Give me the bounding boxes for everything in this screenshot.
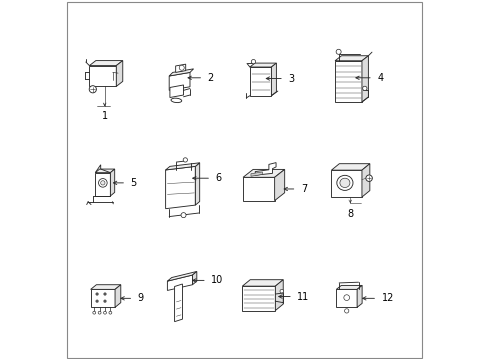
Circle shape (181, 213, 185, 218)
Polygon shape (271, 63, 276, 96)
Circle shape (179, 65, 184, 70)
Circle shape (344, 309, 348, 313)
Polygon shape (169, 69, 193, 76)
Polygon shape (167, 275, 192, 291)
Circle shape (99, 179, 107, 187)
Polygon shape (336, 285, 362, 289)
Polygon shape (242, 286, 275, 311)
Polygon shape (89, 66, 116, 86)
Polygon shape (250, 172, 262, 176)
Polygon shape (110, 169, 115, 196)
Circle shape (280, 289, 283, 293)
Polygon shape (361, 56, 367, 102)
Circle shape (183, 158, 187, 162)
Text: 12: 12 (381, 293, 393, 303)
Circle shape (93, 311, 96, 314)
Ellipse shape (336, 175, 352, 190)
Ellipse shape (171, 98, 182, 103)
Text: 1: 1 (102, 111, 107, 121)
Polygon shape (274, 170, 284, 201)
Polygon shape (361, 164, 369, 197)
Polygon shape (249, 63, 276, 67)
Polygon shape (175, 64, 185, 72)
Polygon shape (165, 163, 199, 170)
Polygon shape (243, 170, 284, 177)
Polygon shape (356, 285, 362, 307)
Circle shape (251, 59, 255, 64)
Polygon shape (336, 289, 356, 307)
Text: 11: 11 (297, 292, 309, 302)
Text: 6: 6 (215, 173, 221, 183)
Text: 3: 3 (287, 73, 294, 84)
Polygon shape (169, 85, 183, 98)
Polygon shape (275, 280, 283, 311)
Polygon shape (95, 173, 110, 196)
Circle shape (103, 311, 106, 314)
Circle shape (365, 175, 371, 181)
Polygon shape (167, 271, 196, 281)
Polygon shape (243, 177, 274, 201)
Text: 8: 8 (346, 209, 353, 219)
Text: 4: 4 (376, 73, 383, 83)
Circle shape (96, 300, 99, 303)
Text: 9: 9 (137, 293, 143, 303)
Ellipse shape (339, 178, 349, 188)
Circle shape (96, 293, 99, 296)
Circle shape (101, 181, 105, 185)
Circle shape (335, 49, 341, 54)
Circle shape (343, 295, 349, 301)
Polygon shape (95, 169, 115, 173)
Circle shape (98, 311, 101, 314)
Polygon shape (169, 72, 190, 90)
Polygon shape (242, 280, 283, 286)
Circle shape (109, 311, 112, 314)
Polygon shape (192, 271, 196, 285)
Polygon shape (115, 285, 121, 307)
Polygon shape (255, 163, 276, 175)
Text: 7: 7 (300, 184, 306, 194)
Text: 10: 10 (211, 275, 223, 285)
Polygon shape (331, 170, 361, 197)
Text: 2: 2 (207, 73, 213, 83)
Polygon shape (334, 56, 367, 61)
Circle shape (89, 86, 96, 93)
Circle shape (103, 293, 106, 296)
Polygon shape (165, 166, 195, 209)
Text: 5: 5 (130, 178, 137, 188)
Polygon shape (116, 60, 122, 86)
Polygon shape (334, 61, 361, 102)
Polygon shape (90, 285, 121, 289)
Circle shape (362, 86, 366, 90)
Polygon shape (90, 289, 115, 307)
Polygon shape (174, 284, 182, 321)
Polygon shape (331, 164, 369, 170)
Polygon shape (249, 67, 271, 96)
Polygon shape (89, 60, 122, 66)
Polygon shape (195, 163, 199, 205)
Circle shape (103, 300, 106, 303)
